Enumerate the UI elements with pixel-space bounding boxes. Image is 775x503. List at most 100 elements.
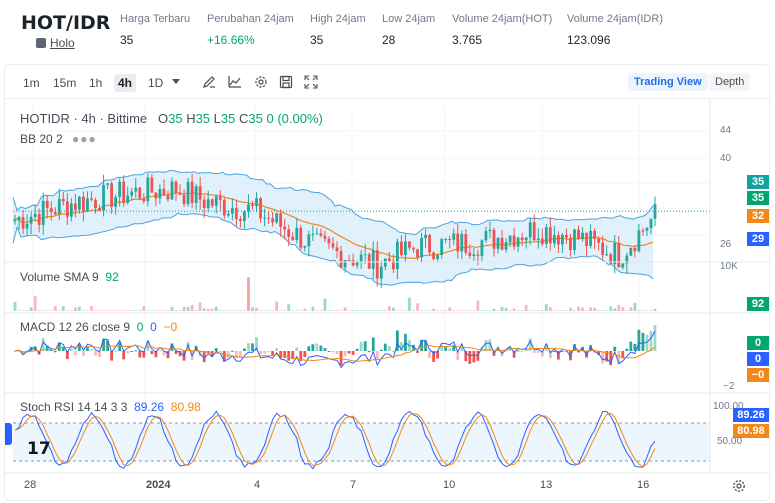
volume-bar <box>130 310 134 311</box>
legend-c-label: C <box>239 111 249 126</box>
macd-hist-bar <box>601 351 605 364</box>
coin-link[interactable]: Holo <box>36 36 75 50</box>
candle-body <box>577 229 580 240</box>
x-axis-label: 7 <box>350 479 357 491</box>
volume-bar <box>645 310 649 311</box>
candle-body <box>150 177 154 193</box>
volume-bar <box>259 310 262 311</box>
candle-body <box>424 234 427 239</box>
volume-bar <box>57 310 61 311</box>
tf-1h[interactable]: 1h <box>89 76 103 90</box>
candle-body <box>263 217 266 219</box>
macd-hist-bar <box>214 348 218 351</box>
macd-hist-bar <box>158 350 162 352</box>
macd-hist-bar <box>617 351 621 364</box>
volume-bar <box>375 310 379 311</box>
tf-1d[interactable]: 1D <box>148 76 164 90</box>
candle-body <box>444 238 448 240</box>
volume-bar <box>504 307 508 311</box>
candle-body <box>146 177 150 202</box>
volume-bar <box>649 310 653 311</box>
candle-body <box>609 254 613 265</box>
more-options-icon[interactable]: ●●● <box>72 132 97 146</box>
volume-bar <box>488 310 492 311</box>
candle-body <box>230 208 234 214</box>
volume-bar <box>456 310 460 311</box>
stoch-tag-k: 89.26 <box>733 408 769 422</box>
volume-bar <box>315 310 319 311</box>
macd-hist-bar <box>186 342 190 351</box>
macd-hist-bar <box>247 343 250 351</box>
macd-hist-bar <box>351 351 355 355</box>
depth-button[interactable]: Depth <box>709 73 751 91</box>
volume-legend: Volume SMA 9 92 <box>20 270 119 284</box>
volume-bar <box>299 310 303 311</box>
candle-body <box>347 260 351 262</box>
candle-body <box>41 200 45 225</box>
expand-sidebar-icon[interactable] <box>5 423 12 445</box>
x-axis-label: 2024 <box>146 479 171 491</box>
volume-bar <box>251 307 254 311</box>
tf-15m[interactable]: 15m <box>53 76 77 90</box>
volume-bar <box>69 310 73 311</box>
tf-4h[interactable]: 4h <box>114 74 137 92</box>
candle-body <box>440 239 444 256</box>
volume-bar <box>428 310 431 311</box>
volume-bar <box>532 310 536 311</box>
candle-body <box>222 200 226 216</box>
legend-low: 35 <box>220 111 236 126</box>
candle-body <box>275 213 279 223</box>
macd-hist-bar <box>114 351 118 353</box>
x-axis-label: 10 <box>443 479 456 491</box>
macd-hist-bar <box>637 329 641 351</box>
volume-bar <box>625 310 629 311</box>
candle-body <box>404 241 407 256</box>
candle-body <box>118 181 122 197</box>
candle-body <box>90 198 93 200</box>
macd-hist-bar <box>33 346 37 351</box>
stat-last-price: Harga Terbaru 35 <box>120 13 190 47</box>
volume-bar <box>339 310 343 311</box>
volume-bar <box>609 306 613 311</box>
volume-bar <box>412 310 415 311</box>
chart-canvas[interactable] <box>5 65 769 500</box>
candle-body <box>267 217 270 219</box>
volume-bar <box>585 310 588 311</box>
save-icon[interactable] <box>279 75 293 89</box>
macd-hist-bar <box>605 351 609 362</box>
gear-icon[interactable] <box>732 479 746 493</box>
stat-label: Perubahan 24jam <box>207 13 294 25</box>
volume-bar <box>214 306 218 311</box>
bb-label: BB 20 2 <box>20 132 63 146</box>
indicator-icon[interactable] <box>228 75 242 89</box>
stat-volume-idr: Volume 24jam(IDR) 123.096 <box>567 13 663 47</box>
trading-view-button[interactable]: Trading View <box>628 73 708 91</box>
settings-icon[interactable] <box>254 75 268 89</box>
macd-hist-bar <box>536 351 540 353</box>
tradingview-logo: 17 <box>27 439 51 459</box>
macd-hist-bar <box>347 351 351 354</box>
coin-name: Holo <box>50 36 75 50</box>
candle-body <box>138 187 142 199</box>
candle-body <box>295 227 299 240</box>
chevron-down-icon[interactable] <box>172 79 180 84</box>
candle-body <box>605 254 609 256</box>
fullscreen-icon[interactable] <box>304 75 318 89</box>
candle-body <box>29 216 33 224</box>
x-axis-label: 16 <box>637 479 650 491</box>
macd-signal-line <box>14 344 656 362</box>
volume-bar <box>267 310 270 311</box>
volume-bar <box>617 304 621 311</box>
macd-hist-bar <box>613 346 617 351</box>
stoch-axis-label: 50.00 <box>717 436 743 447</box>
bb-upper-line <box>12 169 654 236</box>
macd-hist-bar <box>295 347 299 351</box>
volume-bar <box>17 310 21 311</box>
volume-bar <box>166 310 170 311</box>
tf-1m[interactable]: 1m <box>23 76 40 90</box>
bb-legend[interactable]: BB 20 2 ●●● <box>20 132 97 146</box>
macd-value-hist: 0 <box>136 320 144 334</box>
stat-high: High 24jam 35 <box>310 13 366 47</box>
draw-icon[interactable] <box>202 75 216 89</box>
macd-hist-bar <box>202 351 206 363</box>
